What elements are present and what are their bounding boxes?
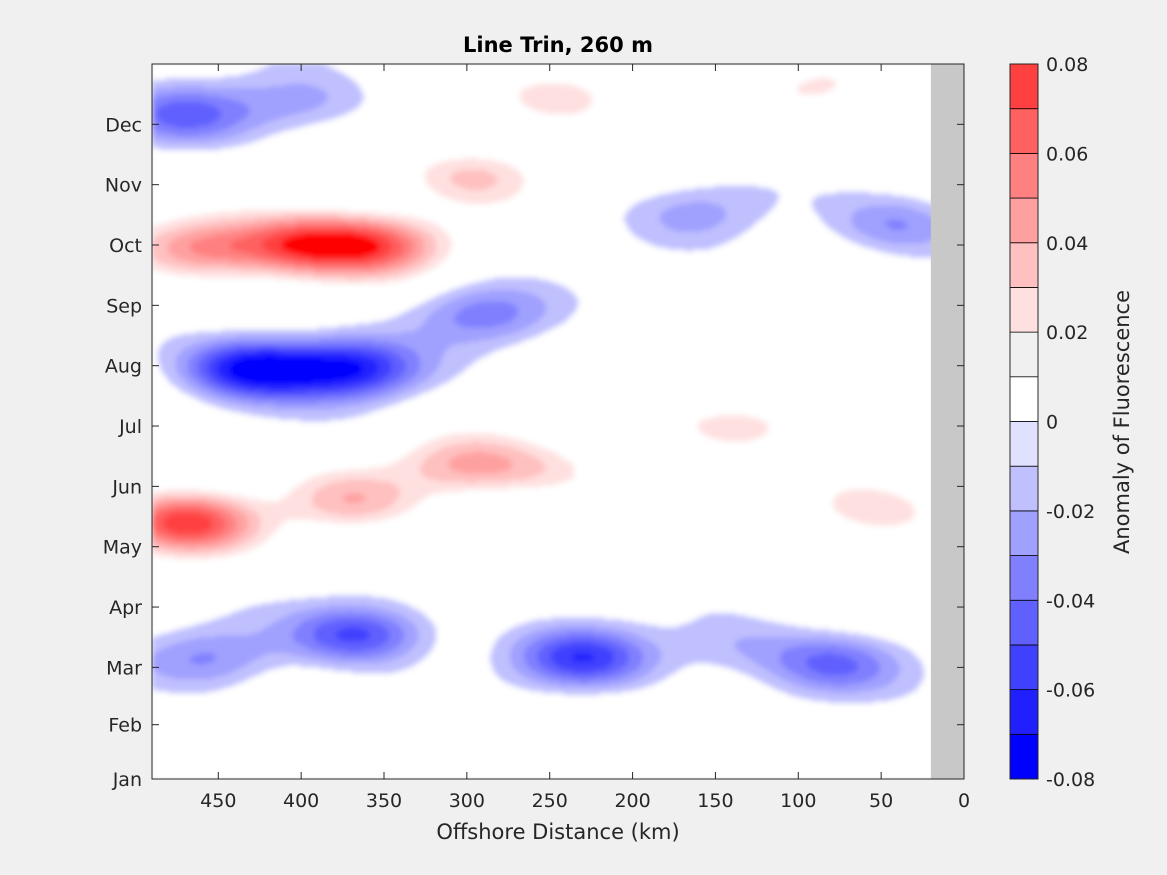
x-tick-label: 300 <box>449 790 485 812</box>
y-tick-label: Oct <box>109 235 142 257</box>
colorbar-tick-label: -0.08 <box>1046 769 1095 791</box>
contour-field <box>152 64 964 779</box>
colorbar-bin <box>1009 689 1039 735</box>
colorbar-bin <box>1009 555 1039 601</box>
x-tick-label: 0 <box>958 790 970 812</box>
colorbar-tick-label: 0.04 <box>1046 233 1088 255</box>
colorbar-label: Anomaly of Fluorescence <box>1110 290 1134 554</box>
y-tick-label: Jun <box>111 476 142 498</box>
colorbar-tick-label: 0.06 <box>1046 143 1088 165</box>
colorbar-tick-label: 0 <box>1046 412 1058 434</box>
chart-title: Line Trin, 260 m <box>463 33 653 57</box>
colorbar-tick-label: 0.08 <box>1046 54 1088 76</box>
x-axis: 450 400 350 300 250 200 150 100 50 0 <box>200 64 970 812</box>
x-tick-label: 450 <box>200 790 236 812</box>
colorbar-bin <box>1009 108 1039 154</box>
colorbar-frame <box>1009 63 1039 780</box>
colorbar-bin <box>1009 599 1039 646</box>
x-tick-label: 150 <box>697 790 733 812</box>
colorbar: 0.08 0.06 0.04 0.02 0 -0.02 -0.04 -0.06 -0.08 <box>1009 54 1095 791</box>
colorbar-tick-label: -0.04 <box>1046 590 1095 612</box>
colorbar-bin <box>1009 733 1039 780</box>
plot-area <box>151 63 965 780</box>
x-tick-label: 100 <box>780 790 816 812</box>
no-data-region <box>930 64 964 779</box>
x-axis-label: Offshore Distance (km) <box>436 820 679 844</box>
y-tick-label: Jul <box>118 416 142 438</box>
colorbar-tick-label: -0.06 <box>1046 680 1095 702</box>
y-tick-label: Apr <box>109 597 142 619</box>
y-tick-label: Nov <box>105 175 142 197</box>
x-tick-label: 250 <box>532 790 568 812</box>
colorbar-bin <box>1009 644 1039 691</box>
y-tick-label: May <box>103 537 142 559</box>
x-tick-label: 400 <box>283 790 319 812</box>
x-tick-label: 350 <box>366 790 402 812</box>
colorbar-bin <box>1009 197 1039 244</box>
colorbar-bin <box>1009 465 1039 512</box>
colorbar-bin <box>1009 376 1039 422</box>
colorbar-bin <box>1009 152 1039 199</box>
y-tick-label: Dec <box>105 114 142 136</box>
colorbar-bin <box>1009 421 1039 467</box>
colorbar-bin <box>1009 510 1039 556</box>
colorbar-bin <box>1009 242 1039 288</box>
colorbar-tick-label: -0.02 <box>1046 501 1095 523</box>
y-tick-label: Mar <box>106 657 142 679</box>
colorbar-bin <box>1009 287 1039 333</box>
colorbar-bin <box>1009 63 1039 110</box>
y-tick-label: Sep <box>106 295 142 317</box>
x-tick-label: 50 <box>869 790 893 812</box>
x-tick-label: 200 <box>614 790 650 812</box>
y-tick-label: Jan <box>112 769 142 791</box>
y-tick-label: Feb <box>108 715 142 737</box>
y-tick-label: Aug <box>105 356 142 378</box>
plot-frame <box>151 63 965 780</box>
y-axis: Jan Feb Mar Apr May Jun Jul Aug Sep Oct Nov Dec <box>103 114 964 791</box>
colorbar-tick-label: 0.02 <box>1046 322 1088 344</box>
